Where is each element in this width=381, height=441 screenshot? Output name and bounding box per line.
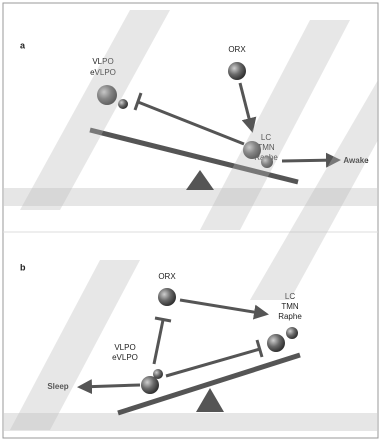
floor <box>4 413 377 431</box>
node-label: Raphe <box>278 312 302 321</box>
arrow <box>80 385 140 387</box>
panel-label: b <box>20 262 26 272</box>
node-label: ORX <box>158 272 176 281</box>
node <box>286 327 298 339</box>
node-label: ORX <box>228 45 246 54</box>
diagram: a VLPO eVLPO ORX LC TMN Raphe Awake b OR… <box>0 0 381 441</box>
arrow <box>282 160 338 161</box>
node <box>228 62 246 80</box>
node-label: TMN <box>281 302 299 311</box>
node <box>158 288 176 306</box>
node-label: eVLPO <box>112 353 138 362</box>
node <box>267 334 285 352</box>
node <box>153 369 163 379</box>
node-label: VLPO <box>114 343 135 352</box>
